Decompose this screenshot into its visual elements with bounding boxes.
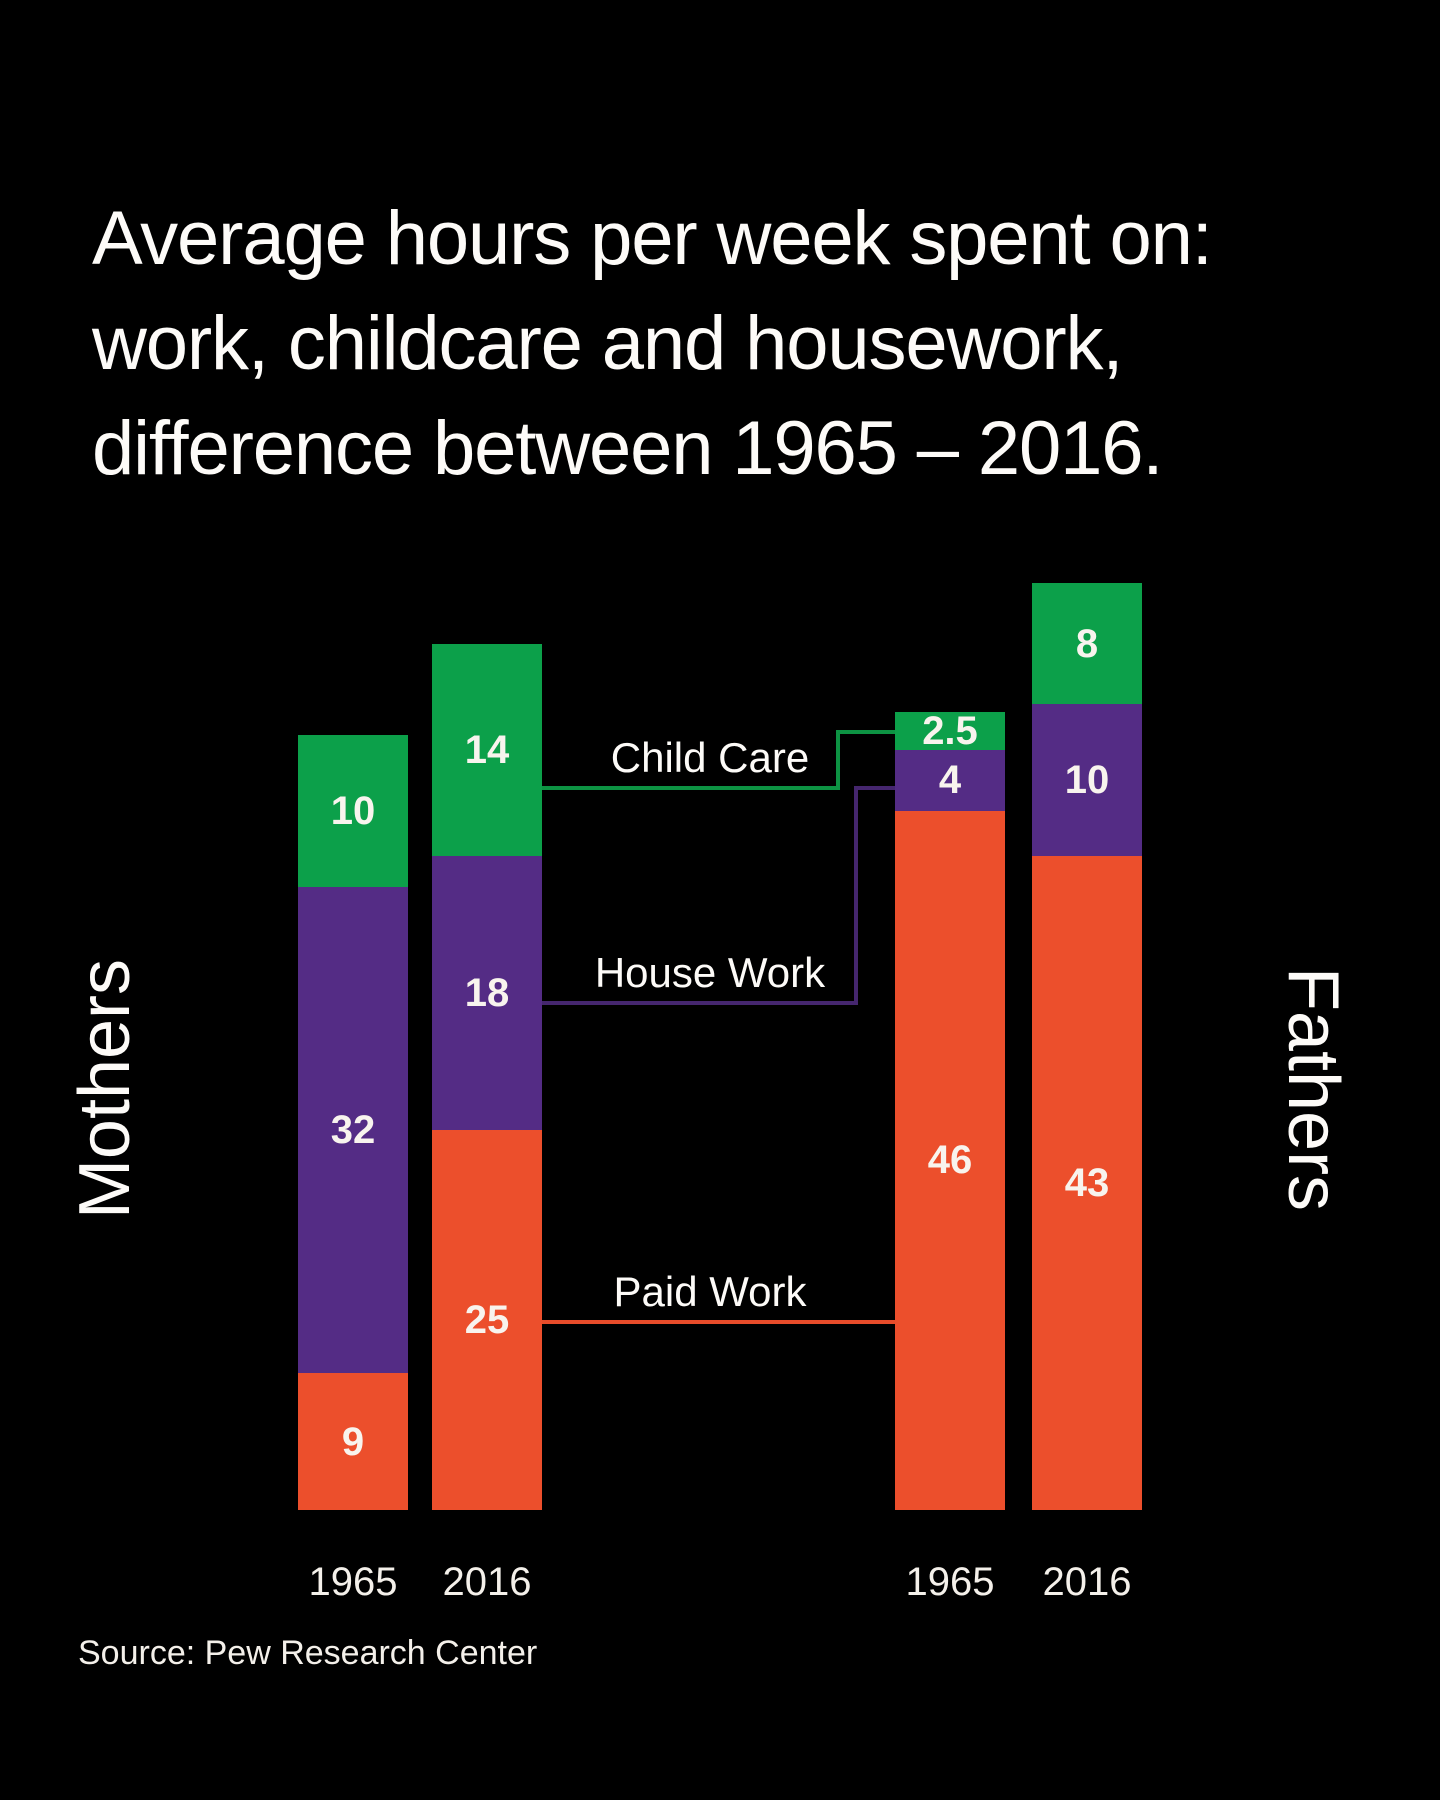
bar-segment-fathers-1965-child-care: 2.5 xyxy=(895,709,1005,754)
bar-value-mothers-2016-house-work: 18 xyxy=(464,971,510,1016)
bar-segment-fathers-2016-paid-work: 43 xyxy=(1032,856,1142,1510)
bar-segment-fathers-2016-house-work: 10 xyxy=(1032,704,1142,857)
chart-title-line-2: work, childcare and housework, xyxy=(92,301,1123,386)
year-label-fathers-2016: 2016 xyxy=(1042,1560,1132,1604)
year-label-fathers-1965: 1965 xyxy=(905,1560,995,1604)
bar-value-fathers-1965-paid-work: 46 xyxy=(927,1138,973,1183)
bar-mothers-2016: 25 18 14 xyxy=(432,643,542,1510)
bar-segment-mothers-1965-house-work: 32 xyxy=(298,886,408,1374)
bar-value-fathers-1965-house-work: 4 xyxy=(938,758,962,803)
mothers-group-label: Mothers xyxy=(65,958,145,1220)
bar-value-fathers-2016-paid-work: 43 xyxy=(1064,1161,1110,1206)
fathers-group-label: Fathers xyxy=(1273,966,1353,1212)
legend-paid-work: Paid Work xyxy=(613,1268,807,1315)
bar-segment-fathers-1965-house-work: 4 xyxy=(895,750,1005,811)
bar-fathers-2016: 43 10 8 xyxy=(1032,582,1142,1510)
bar-value-fathers-2016-house-work: 10 xyxy=(1064,758,1110,803)
year-label-mothers-1965: 1965 xyxy=(308,1560,398,1604)
chart-title-line-3: difference between 1965 – 2016. xyxy=(92,406,1164,491)
bar-segment-mothers-2016-paid-work: 25 xyxy=(432,1130,542,1510)
bar-segment-fathers-2016-child-care: 8 xyxy=(1032,582,1142,705)
legend-house-work: House Work xyxy=(594,949,826,996)
bar-segment-mothers-2016-child-care: 14 xyxy=(432,643,542,857)
bar-value-mothers-1965-house-work: 32 xyxy=(330,1108,376,1152)
bar-segment-fathers-1965-paid-work: 46 xyxy=(895,810,1005,1510)
bar-value-fathers-2016-child-care: 8 xyxy=(1075,621,1099,666)
bar-segment-mothers-1965-paid-work: 9 xyxy=(298,1373,408,1510)
bar-fathers-1965: 46 4 2.5 xyxy=(895,709,1005,1510)
chart-title-line-1: Average hours per week spent on: xyxy=(92,196,1213,281)
bar-value-mothers-1965-child-care: 10 xyxy=(330,788,376,833)
legend-child-care: Child Care xyxy=(610,734,810,781)
bar-segment-mothers-1965-child-care: 10 xyxy=(298,734,408,887)
bar-segment-mothers-2016-house-work: 18 xyxy=(432,856,542,1130)
bar-mothers-1965: 9 32 10 xyxy=(298,734,408,1510)
year-label-mothers-2016: 2016 xyxy=(442,1560,532,1604)
bar-value-mothers-1965-paid-work: 9 xyxy=(341,1419,365,1464)
bar-value-fathers-1965-child-care: 2.5 xyxy=(922,709,978,754)
source-credit: Source: Pew Research Center xyxy=(78,1634,538,1672)
chart-title: Average hours per week spent on: work, c… xyxy=(92,186,1372,501)
bar-value-mothers-2016-child-care: 14 xyxy=(464,728,510,772)
bar-value-mothers-2016-paid-work: 25 xyxy=(464,1298,510,1342)
